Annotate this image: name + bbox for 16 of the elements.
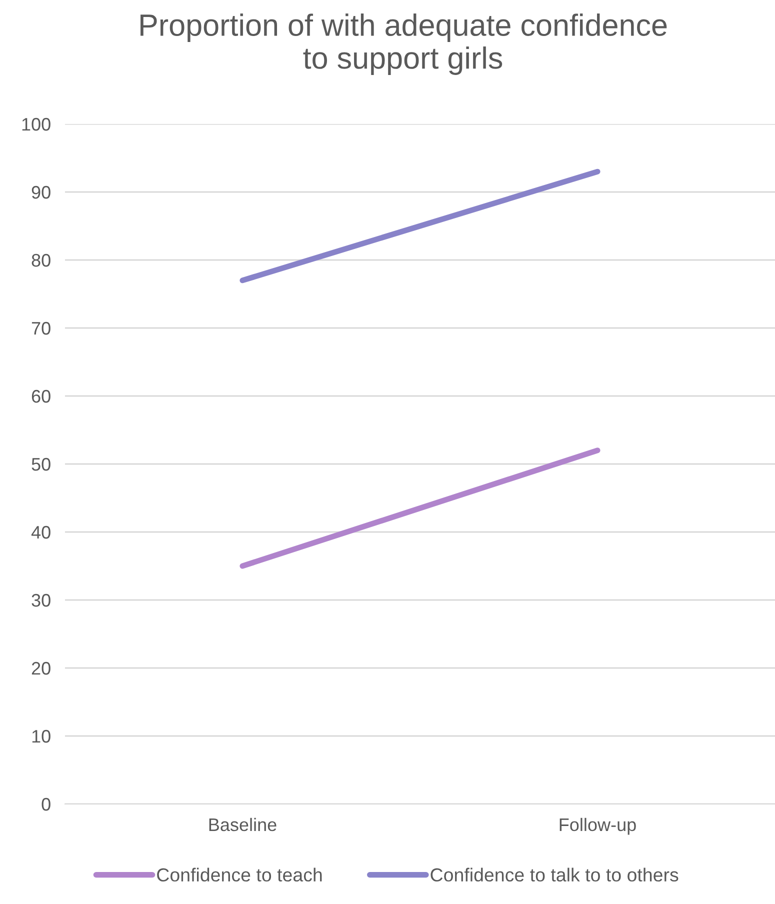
x-tick-label: Baseline — [209, 818, 276, 832]
y-tick-label: 20 — [32, 662, 50, 675]
legend-label: Confidence to teach — [157, 868, 322, 882]
y-tick-label: 100 — [22, 118, 50, 131]
y-tick-label: 70 — [32, 322, 50, 335]
y-tick-label: 30 — [32, 594, 50, 607]
y-tick-label: 80 — [32, 254, 50, 267]
y-tick-label: 40 — [31, 526, 50, 539]
y-tick-label: 10 — [32, 730, 50, 743]
y-tick-label: 60 — [32, 390, 50, 403]
x-tick-label: Follow-up — [560, 818, 636, 835]
y-tick-label: 90 — [32, 186, 50, 199]
y-tick-label: 0 — [42, 798, 50, 811]
chart-title: Proportion of with adequate confidence to support girls — [140, 14, 667, 75]
legend-label: Confidence to talk to to others — [430, 868, 678, 882]
y-tick-label: 50 — [32, 458, 50, 471]
